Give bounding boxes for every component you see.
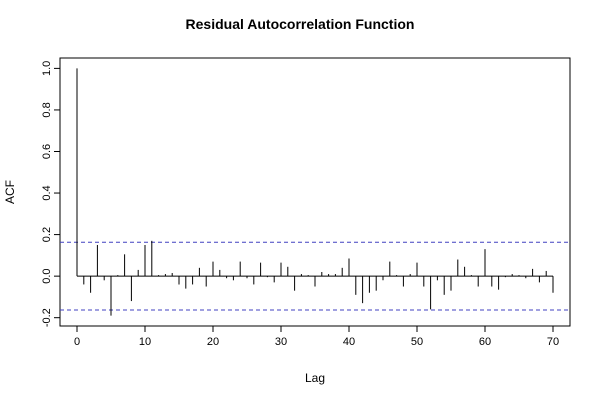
y-tick-label: -0.2 — [41, 308, 53, 327]
chart-title: Residual Autocorrelation Function — [186, 16, 415, 32]
x-tick-label: 70 — [547, 336, 559, 348]
x-tick-label: 40 — [343, 336, 355, 348]
x-axis: 0 10 20 30 40 50 60 70 — [74, 326, 559, 348]
x-tick-label: 10 — [139, 336, 151, 348]
y-tick-label: 0.4 — [41, 185, 53, 200]
y-tick-label: 0.0 — [41, 268, 53, 283]
y-axis-label: ACF — [3, 180, 17, 204]
x-tick-label: 30 — [275, 336, 287, 348]
y-axis: -0.2 0.0 0.2 0.4 0.6 0.8 1.0 — [41, 61, 60, 327]
y-tick-label: 0.2 — [41, 227, 53, 242]
x-tick-label: 20 — [207, 336, 219, 348]
confidence-bounds — [60, 241, 570, 311]
y-tick-label: 0.8 — [41, 102, 53, 117]
plot-frame — [59, 57, 571, 327]
x-tick-label: 50 — [411, 336, 423, 348]
x-axis-label: Lag — [305, 371, 325, 385]
acf-bars — [76, 68, 554, 316]
x-tick-label: 0 — [74, 336, 80, 348]
y-tick-label: 0.6 — [41, 144, 53, 159]
x-tick-label: 60 — [479, 336, 491, 348]
y-tick-label: 1.0 — [41, 61, 53, 76]
